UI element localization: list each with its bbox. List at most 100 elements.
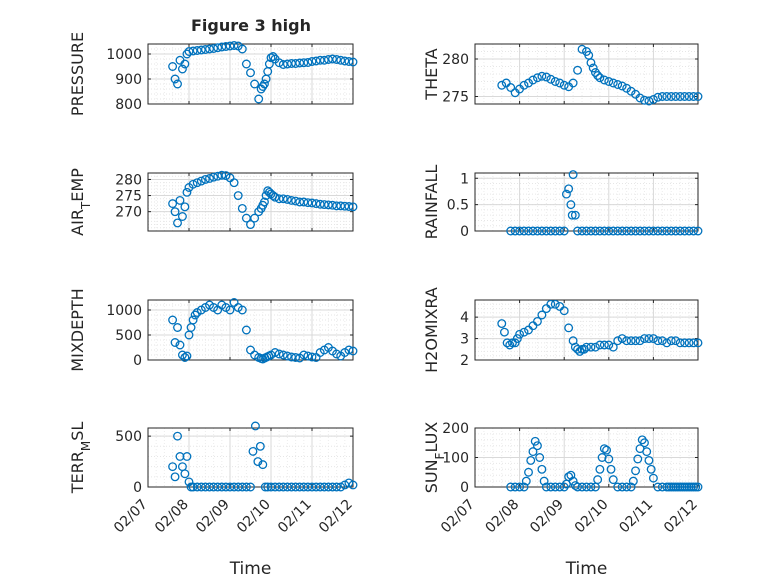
y-tick-label: 4 [460,310,469,326]
data-point [278,350,288,360]
data-series [168,170,358,230]
data-point [684,338,694,348]
data-point [644,456,654,465]
data-point [270,348,280,357]
data-point [287,195,296,205]
data-point [274,58,284,68]
data-point [567,210,577,220]
data-point [512,334,522,344]
data-point [519,327,529,337]
data-point [604,226,614,236]
data-point [205,44,214,54]
data-point [180,353,190,362]
y-axis-label: MIXDEPTH [68,288,87,371]
data-point [505,340,515,350]
data-point [597,453,607,462]
y-tick-label: 200 [442,421,469,437]
data-point [693,226,703,236]
data-point [564,184,574,194]
y-tick-label: 2 [460,353,469,369]
data-point [307,57,317,66]
y-tick-label: 1000 [106,303,142,319]
data-point [168,62,178,71]
data-point [577,226,587,236]
data-point [258,82,268,91]
data-point [524,226,533,236]
data-point [258,460,268,470]
data-point [640,226,649,236]
data-point [541,226,551,236]
data-point [635,93,645,103]
data-point [648,226,658,236]
data-point [633,454,643,464]
data-point [693,338,703,348]
data-point [599,226,609,236]
data-series [168,298,358,364]
y-axis-label: AIRTEMP [68,168,93,236]
data-point [622,83,632,93]
data-point [168,199,178,209]
y-tick-label: 800 [115,97,142,113]
data-point [274,349,284,359]
data-point [680,338,690,348]
data-point [640,334,649,344]
data-point [617,334,627,344]
data-point [608,475,618,485]
data-point [521,476,531,486]
data-point [599,340,609,350]
data-point [237,44,247,54]
data-point [344,478,354,488]
data-point [241,59,251,69]
data-point [537,71,547,81]
data-point [229,178,239,188]
data-point [348,57,358,67]
data-point [593,71,603,80]
data-point [323,200,333,210]
data-point [595,73,605,83]
data-point [622,336,632,346]
axes-box [474,299,699,361]
data-point [657,482,667,492]
data-point [336,55,346,65]
data-point [631,466,641,476]
data-point [177,64,187,74]
data-point [282,351,292,361]
data-point [675,338,685,348]
data-point [582,342,591,352]
data-point [188,179,198,189]
data-point [497,319,507,329]
y-tick-label: 500 [115,429,142,445]
data-point [539,476,549,486]
data-point [180,202,190,212]
data-point [588,63,598,73]
data-point [684,226,694,236]
subplot-5: 0 500 1000 MIXDEPTH [68,288,358,372]
data-point [577,482,587,492]
data-point [602,445,612,455]
y-tick-label: 275 [442,90,469,106]
data-point [631,336,641,346]
data-point [586,226,596,236]
data-point [595,464,605,474]
data-point [250,79,260,89]
data-point [689,338,698,348]
y-tick-label: 0 [133,480,142,496]
data-point [657,226,667,236]
data-point [590,342,600,352]
data-point [608,226,618,236]
data-point [550,299,560,309]
data-point [319,55,329,65]
y-axis-label: SUNFLUX [422,422,447,494]
data-point [180,469,190,479]
data-point [628,476,638,486]
data-point [693,92,703,101]
y-tick-label: 900 [115,72,142,88]
data-point [246,68,255,78]
data-point [173,323,182,332]
data-point [328,54,337,64]
data-point [573,344,583,354]
data-point [192,178,202,188]
y-tick-label: 275 [115,189,142,205]
data-point [344,345,354,355]
data-point [200,45,210,54]
